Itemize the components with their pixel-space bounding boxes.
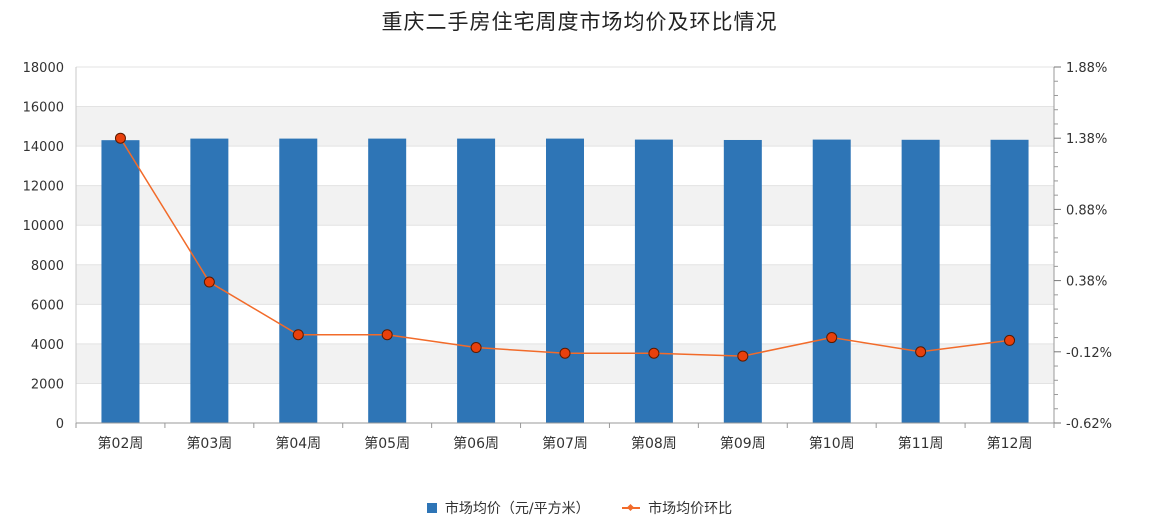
- x-tick-label: 第02周: [98, 435, 144, 452]
- line-point-第11周: [915, 346, 927, 358]
- left-axis-ticks: 0 2000 4000 6000 8000 10000 12000 14000 16000 180…: [23, 61, 64, 432]
- right-axis-ticks: -0.62% -0.12% 0.38% 0.88% 1.38% 1.88%: [1054, 61, 1112, 432]
- legend-bar-label: 市场均价（元/平方米）: [444, 501, 590, 517]
- left-tick-label: 10000: [23, 219, 64, 234]
- line-point-第09周: [737, 350, 749, 362]
- x-tick-label: 第07周: [542, 435, 588, 452]
- left-tick-label: 18000: [23, 61, 64, 76]
- legend-line-label: 市场均价环比: [648, 501, 733, 517]
- x-tick-label: 第09周: [720, 435, 766, 452]
- line-point-第04周: [292, 329, 304, 341]
- x-tick-label: 第11周: [898, 435, 944, 452]
- right-tick-label: 0.88%: [1066, 203, 1107, 218]
- left-tick-label: 12000: [23, 180, 64, 195]
- bar-第05周: [368, 138, 407, 423]
- right-tick-label: 0.38%: [1066, 275, 1107, 290]
- legend: 市场均价（元/平方米） 市场均价环比: [0, 498, 1159, 518]
- x-tick-label: 第04周: [275, 435, 321, 452]
- x-tick-label: 第03周: [186, 435, 232, 452]
- line-series: [114, 132, 1016, 362]
- line-point-第07周: [559, 347, 571, 359]
- chart-title: 重庆二手房住宅周度市场均价及环比情况: [381, 10, 778, 34]
- bar-第07周: [546, 138, 584, 423]
- x-tick-label: 第12周: [987, 435, 1033, 452]
- x-tick-label: 第10周: [809, 435, 855, 452]
- x-axis-ticks: 第02周 第03周 第04周 第05周 第06周 第07周 第08周 第09周 第10周 第11周…: [75, 423, 1055, 452]
- x-tick-label: 第06周: [453, 435, 499, 452]
- left-tick-label: 8000: [31, 259, 64, 274]
- right-tick-label: 1.38%: [1066, 132, 1107, 147]
- bar-第06周: [457, 138, 496, 423]
- bar-第08周: [634, 139, 673, 423]
- line-point-第12周: [1004, 334, 1016, 346]
- line-point-第06周: [470, 342, 482, 354]
- legend-item-line[interactable]: 市场均价环比: [622, 498, 732, 518]
- bar-第04周: [279, 138, 318, 423]
- bar-第11周: [901, 139, 940, 423]
- legend-bar-swatch: [426, 503, 437, 513]
- left-tick-label: 6000: [31, 298, 64, 313]
- axes: [75, 67, 1055, 424]
- left-tick-label: 0: [56, 417, 64, 432]
- right-tick-label: 1.88%: [1066, 61, 1107, 76]
- bar-第09周: [723, 139, 762, 424]
- x-tick-label: 第05周: [364, 435, 410, 452]
- legend-line-swatch: [622, 503, 641, 513]
- line-point-第03周: [203, 276, 215, 288]
- line-point-第08周: [648, 347, 660, 359]
- bar-series: [101, 138, 1029, 424]
- legend-item-bar[interactable]: 市场均价（元/平方米）: [426, 498, 590, 518]
- x-tick-label: 第08周: [631, 435, 677, 452]
- left-tick-label: 16000: [23, 101, 64, 116]
- left-tick-label: 14000: [23, 140, 64, 155]
- bar-第02周: [101, 140, 140, 423]
- left-tick-label: 4000: [31, 338, 64, 353]
- right-tick-label: -0.62%: [1066, 417, 1112, 432]
- bar-第12周: [990, 139, 1029, 423]
- right-tick-label: -0.12%: [1066, 346, 1112, 361]
- line-point-第02周: [114, 132, 126, 144]
- line-point-第05周: [381, 329, 393, 341]
- bar-第10周: [812, 139, 851, 423]
- left-tick-label: 2000: [31, 377, 64, 392]
- line-point-第10周: [826, 332, 838, 344]
